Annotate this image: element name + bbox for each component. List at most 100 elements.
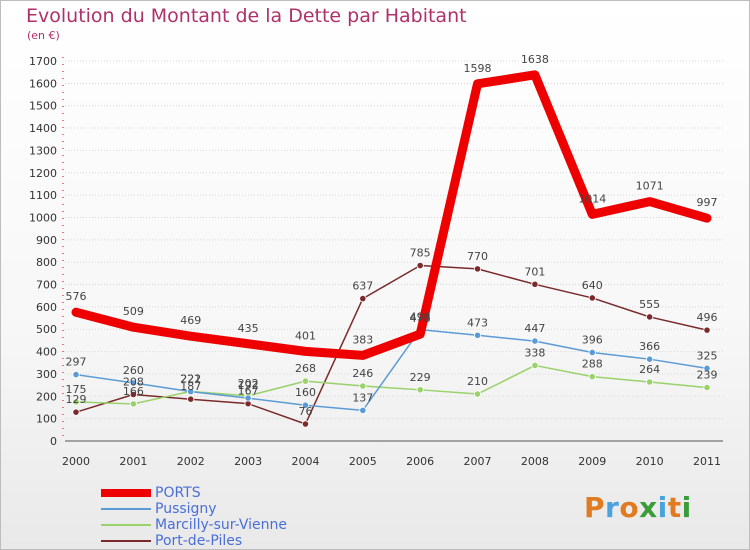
y-tick-label: 500 — [36, 323, 57, 336]
data-point — [703, 383, 711, 392]
y-tick-label: 200 — [36, 390, 57, 403]
data-label: 76 — [298, 405, 312, 418]
y-tick-label: 700 — [36, 279, 57, 292]
data-point — [473, 265, 482, 273]
legend-label: Port-de-Piles — [155, 533, 243, 549]
series-line-marcilly-sur-vienne — [75, 364, 708, 405]
data-label: 555 — [639, 298, 660, 311]
y-tick-label: 1400 — [29, 122, 57, 135]
legend-item: Pussigny — [101, 501, 361, 517]
data-label: 637 — [352, 280, 373, 293]
x-tick-label: 2005 — [349, 455, 377, 468]
data-point — [588, 294, 596, 302]
logo-letter: x — [639, 491, 658, 524]
y-tick-label: 1000 — [29, 211, 57, 224]
y-tick-label: 800 — [36, 256, 57, 269]
logo-letter: P — [584, 491, 606, 524]
logo-letter: o — [619, 491, 640, 524]
data-point — [646, 313, 654, 321]
y-tick-label: 600 — [36, 301, 57, 314]
data-point — [588, 348, 596, 357]
data-label: 297 — [66, 356, 87, 369]
data-point — [359, 382, 367, 390]
data-point — [72, 408, 80, 416]
x-tick-label: 2011 — [693, 455, 721, 468]
x-tick-label: 2009 — [578, 455, 606, 468]
data-point — [244, 394, 252, 402]
data-point — [129, 379, 137, 387]
logo-letter: i — [681, 491, 692, 524]
data-label: 785 — [410, 247, 431, 260]
legend-swatch — [101, 524, 151, 526]
data-label: 701 — [524, 265, 545, 278]
proxiti-logo: Proxiti — [584, 491, 692, 524]
x-tick-label: 2008 — [521, 455, 549, 468]
legend-item: Marcilly-sur-Vienne — [101, 517, 361, 533]
data-label: 246 — [352, 367, 373, 380]
data-label: 640 — [582, 279, 603, 292]
data-label: 268 — [295, 362, 316, 375]
series-lines — [71, 70, 712, 428]
data-point — [129, 400, 137, 408]
data-point — [703, 364, 711, 372]
y-tick-label: 1100 — [29, 189, 57, 202]
data-label: 325 — [697, 349, 718, 362]
series-line-ports — [71, 70, 712, 360]
data-label: 260 — [123, 364, 144, 377]
legend-label: Pussigny — [155, 501, 217, 517]
logo-letter: i — [657, 491, 668, 524]
y-tick-label: 1600 — [29, 77, 57, 90]
data-label: 576 — [66, 290, 87, 303]
data-label: 366 — [639, 340, 660, 353]
data-label: 1014 — [578, 192, 606, 205]
chart-subtitle: (en €) — [27, 29, 60, 42]
x-tick-label: 2001 — [119, 455, 147, 468]
data-label: 1598 — [464, 62, 492, 75]
logo-letter: t — [667, 491, 682, 524]
y-tick-label: 1300 — [29, 144, 57, 157]
legend-item: PORTS — [101, 485, 361, 501]
x-tick-label: 2010 — [636, 455, 664, 468]
data-label: 435 — [238, 322, 259, 335]
data-point — [703, 326, 711, 334]
y-tick-label: 100 — [36, 413, 57, 426]
y-tick-label: 1700 — [29, 55, 57, 68]
y-tick-label: 1200 — [29, 167, 57, 180]
x-tick-label: 2006 — [406, 455, 434, 468]
chart-title: Evolution du Montant de la Dette par Hab… — [26, 5, 467, 27]
legend-label: Marcilly-sur-Vienne — [155, 517, 287, 533]
data-label: 396 — [582, 333, 603, 346]
logo-letter: r — [605, 491, 620, 524]
data-label: 496 — [697, 311, 718, 324]
data-label: 383 — [352, 333, 373, 346]
data-label: 473 — [467, 316, 488, 329]
data-label: 192 — [238, 379, 259, 392]
data-label: 175 — [66, 383, 87, 396]
data-label: 222 — [180, 372, 201, 385]
x-tick-label: 2000 — [62, 455, 90, 468]
data-point — [531, 280, 539, 288]
data-label: 1638 — [521, 53, 549, 66]
data-label: 239 — [697, 369, 718, 382]
data-label: 288 — [582, 358, 603, 371]
data-point — [72, 371, 80, 379]
legend: PORTS Pussigny Marcilly-sur-Vienne Port-de-… — [101, 485, 361, 549]
series-line-pussigny — [75, 328, 708, 412]
x-tick-label: 2004 — [291, 455, 319, 468]
data-label: 221 — [180, 373, 201, 386]
data-label: 187 — [180, 380, 201, 393]
series-line-port-de-piles — [75, 264, 708, 425]
y-tick-label: 900 — [36, 234, 57, 247]
data-point — [301, 401, 310, 409]
data-label: 167 — [238, 385, 259, 398]
data-point — [416, 261, 424, 270]
data-point — [646, 355, 654, 363]
data-label: 469 — [180, 314, 201, 327]
data-label: 210 — [467, 375, 488, 388]
data-label: 447 — [524, 322, 545, 335]
data-point — [646, 378, 654, 386]
data-point — [588, 373, 596, 381]
data-label: 509 — [123, 305, 144, 318]
